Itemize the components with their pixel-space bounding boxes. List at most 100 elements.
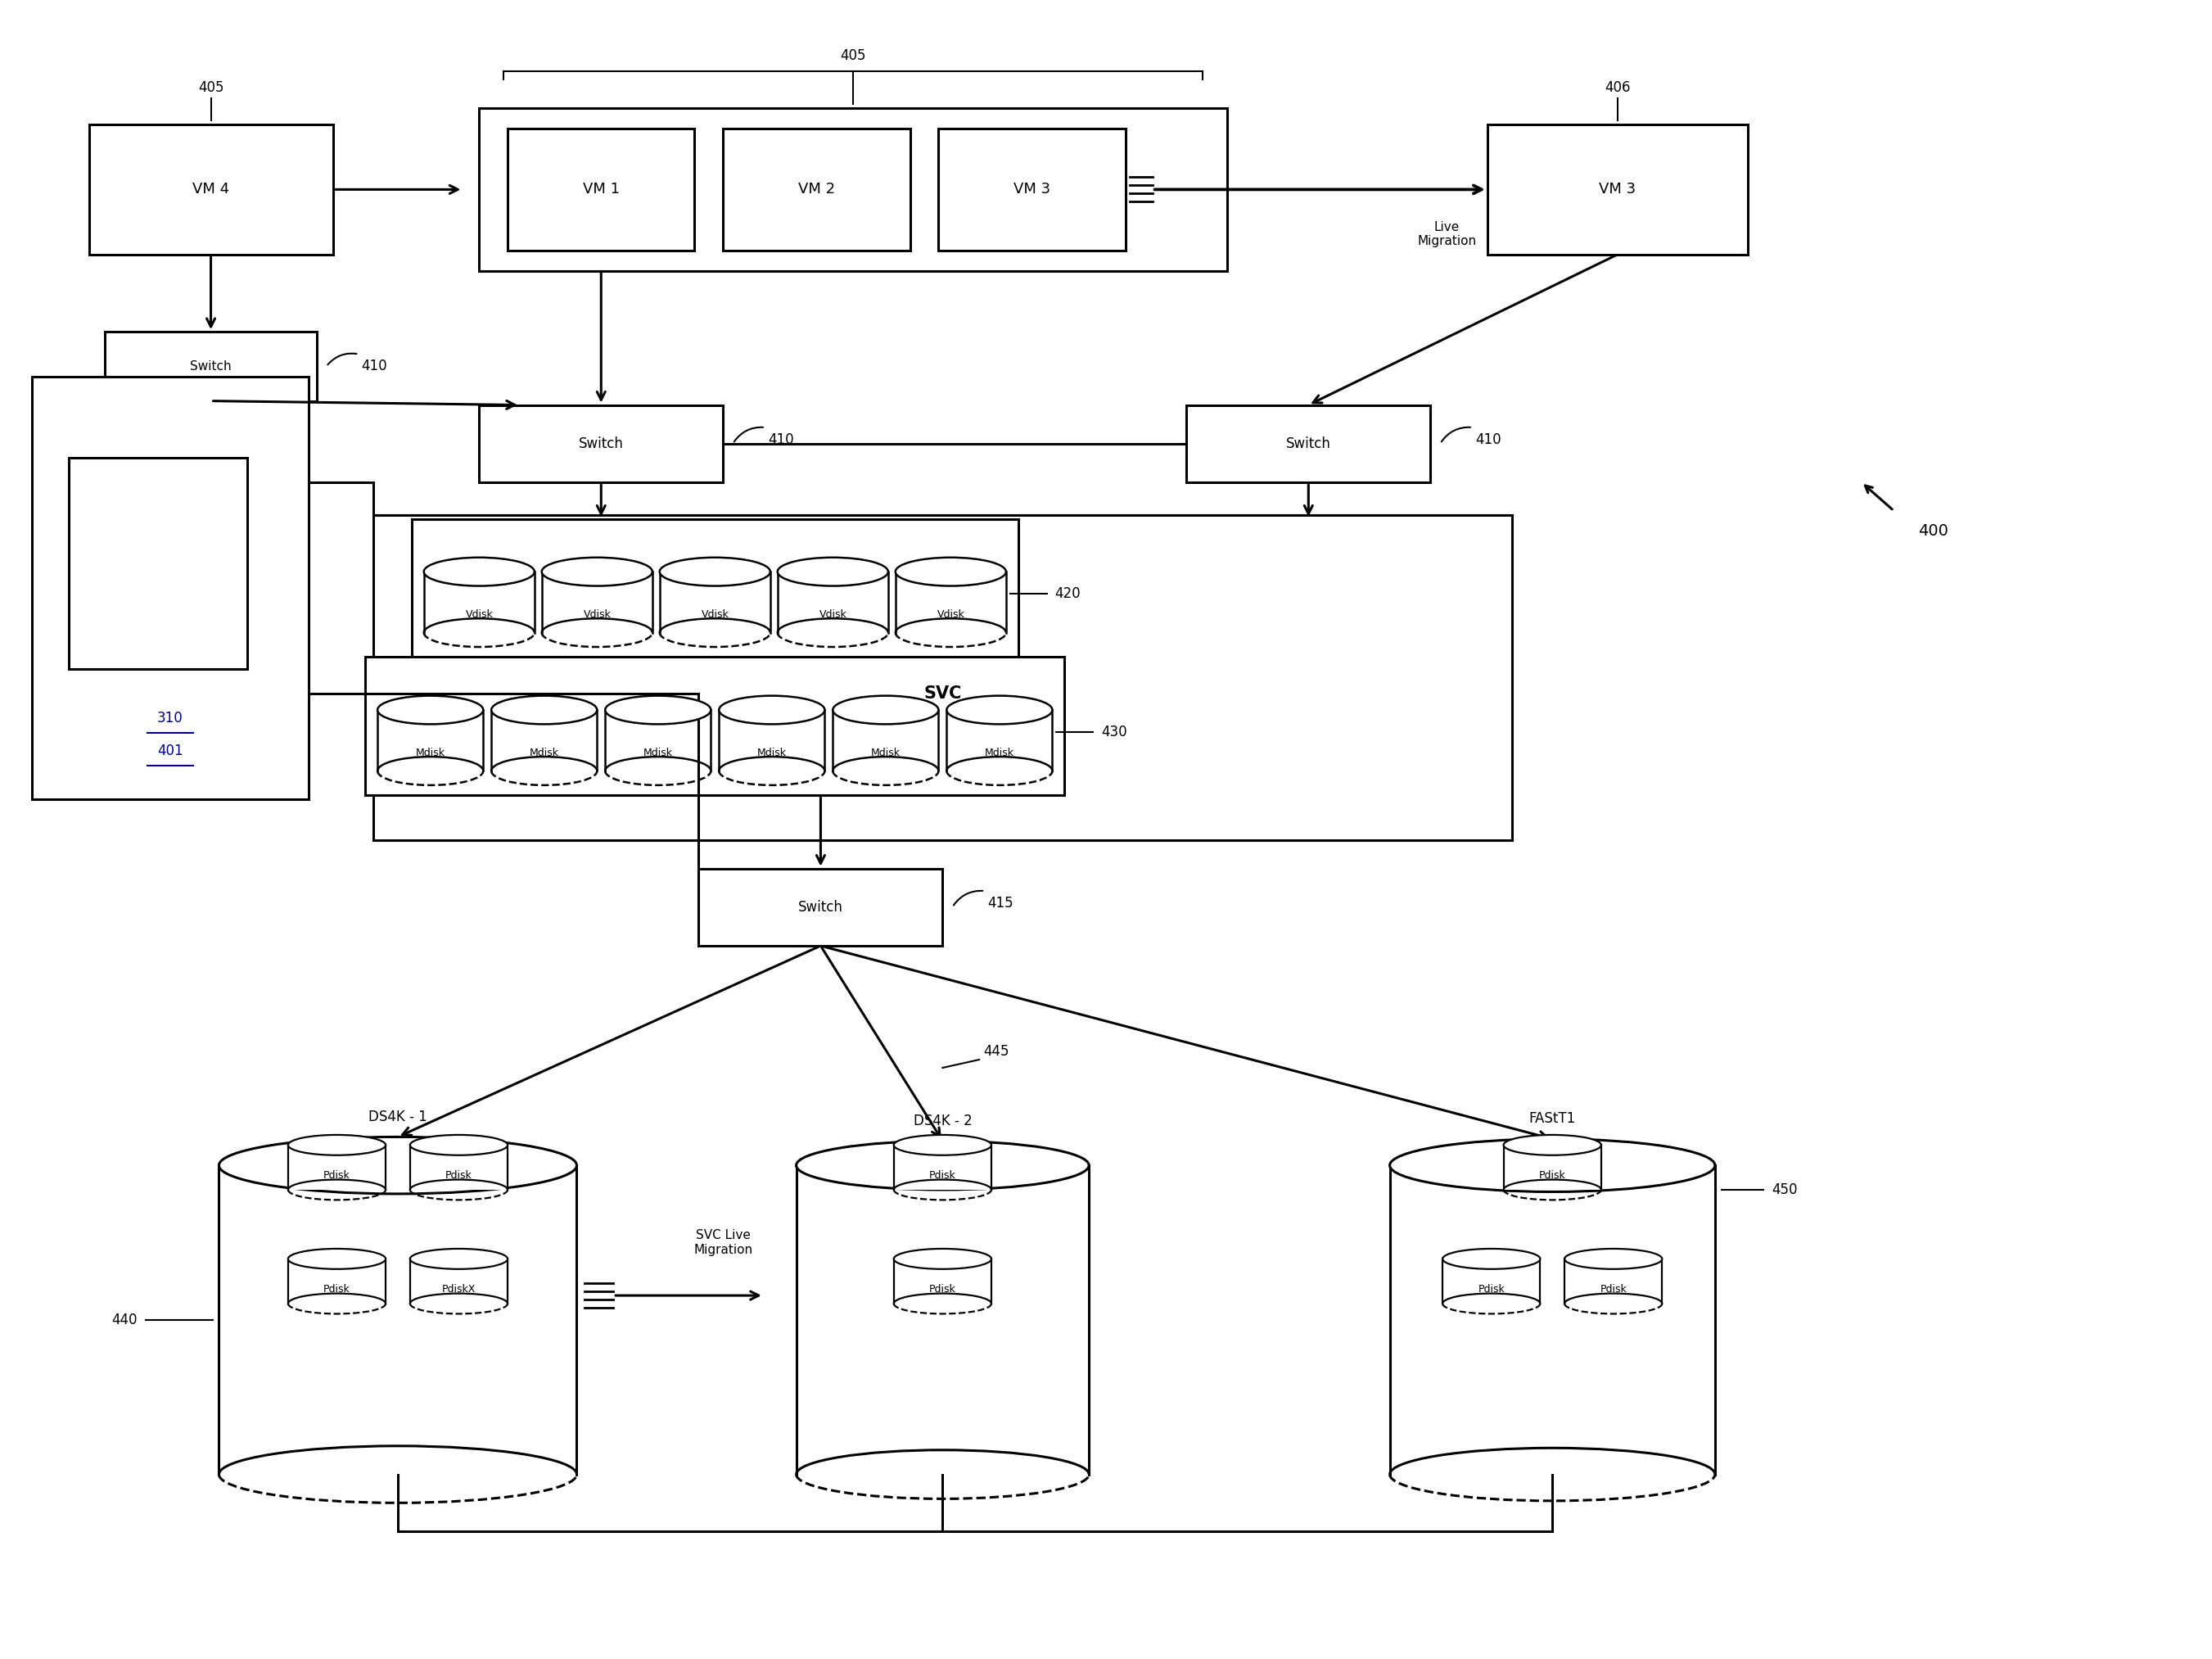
Text: Vdisk: Vdisk [584,609,611,620]
Bar [894,1259,991,1304]
FancyBboxPatch shape [480,108,1228,270]
Text: Pdisk: Pdisk [1478,1284,1504,1294]
Text: 401: 401 [157,743,184,758]
Text: Vdisk: Vdisk [818,609,847,620]
Bar [425,572,535,632]
Ellipse shape [606,695,710,725]
Bar [491,710,597,771]
Bar [288,1145,385,1190]
Text: Pdisk: Pdisk [1599,1284,1626,1294]
Text: Mdisk: Mdisk [757,748,787,758]
Text: 440: 440 [113,1312,137,1327]
Bar [219,1165,577,1475]
Text: 405: 405 [197,80,223,95]
Text: Mdisk: Mdisk [644,748,672,758]
Text: Mdisk: Mdisk [984,748,1015,758]
Text: Switch: Switch [799,899,843,914]
Text: Pdisk: Pdisk [445,1170,471,1181]
Text: 445: 445 [982,1044,1009,1058]
Text: Pdisk: Pdisk [929,1170,956,1181]
Ellipse shape [947,695,1053,725]
Bar [606,710,710,771]
FancyBboxPatch shape [106,332,316,401]
Bar [409,1145,507,1190]
Text: 406: 406 [1604,80,1630,95]
Text: 410: 410 [361,358,387,373]
Text: VM 4: VM 4 [192,182,230,197]
Text: Vdisk: Vdisk [938,609,964,620]
FancyBboxPatch shape [938,128,1126,251]
Ellipse shape [894,1135,991,1155]
Bar [796,1165,1088,1475]
Bar [288,1259,385,1304]
FancyBboxPatch shape [507,128,695,251]
FancyBboxPatch shape [723,128,909,251]
Text: Switch: Switch [190,360,232,373]
Text: 420: 420 [1055,587,1082,602]
Text: 400: 400 [1918,523,1949,539]
Ellipse shape [719,695,825,725]
Text: Mdisk: Mdisk [872,748,900,758]
Text: Switch: Switch [580,436,624,451]
Bar [1504,1145,1601,1190]
Ellipse shape [1442,1249,1540,1269]
Bar [378,710,482,771]
Bar [947,710,1053,771]
Text: 310: 310 [157,710,184,725]
Text: Pdisk: Pdisk [1540,1170,1566,1181]
Text: VM 1: VM 1 [582,182,619,197]
FancyBboxPatch shape [699,869,942,946]
Ellipse shape [659,557,770,586]
Ellipse shape [834,695,938,725]
Text: SVC Live
Migration: SVC Live Migration [695,1229,752,1256]
Text: SVC: SVC [925,685,962,702]
Text: DS4K - 2: DS4K - 2 [914,1113,971,1128]
Bar [1442,1259,1540,1304]
Bar [779,572,887,632]
Ellipse shape [1564,1249,1661,1269]
Text: Pdisk: Pdisk [323,1170,349,1181]
Text: VM 3: VM 3 [1013,182,1051,197]
FancyBboxPatch shape [365,657,1064,795]
Bar [1389,1165,1714,1475]
Ellipse shape [491,695,597,725]
Text: Mdisk: Mdisk [416,748,445,758]
Bar [409,1259,507,1304]
FancyBboxPatch shape [480,405,723,483]
Text: Vdisk: Vdisk [465,609,493,620]
Bar [834,710,938,771]
Bar [659,572,770,632]
FancyBboxPatch shape [374,514,1511,839]
Text: 415: 415 [987,896,1013,911]
Bar [1564,1259,1661,1304]
Ellipse shape [425,557,535,586]
FancyBboxPatch shape [1186,405,1431,483]
Text: Pdisk: Pdisk [929,1284,956,1294]
Ellipse shape [409,1135,507,1155]
Text: DS4K - 1: DS4K - 1 [369,1110,427,1123]
FancyBboxPatch shape [411,519,1018,657]
Ellipse shape [779,557,887,586]
Text: Switch: Switch [1285,436,1332,451]
Text: FAStT1: FAStT1 [1528,1112,1575,1126]
Text: VM 2: VM 2 [799,182,834,197]
Text: Live
Migration: Live Migration [1418,221,1475,247]
FancyBboxPatch shape [69,458,248,669]
Bar [542,572,653,632]
Ellipse shape [542,557,653,586]
Ellipse shape [288,1135,385,1155]
Ellipse shape [1504,1135,1601,1155]
Text: PdiskX: PdiskX [442,1284,476,1294]
Text: 430: 430 [1102,725,1126,740]
Text: 450: 450 [1772,1183,1798,1198]
Ellipse shape [288,1249,385,1269]
FancyBboxPatch shape [31,377,307,800]
Ellipse shape [378,695,482,725]
Ellipse shape [894,1249,991,1269]
Text: Vdisk: Vdisk [701,609,728,620]
Text: 405: 405 [841,48,867,63]
Bar [896,572,1006,632]
Ellipse shape [796,1141,1088,1190]
Bar [894,1145,991,1190]
Bar [719,710,825,771]
